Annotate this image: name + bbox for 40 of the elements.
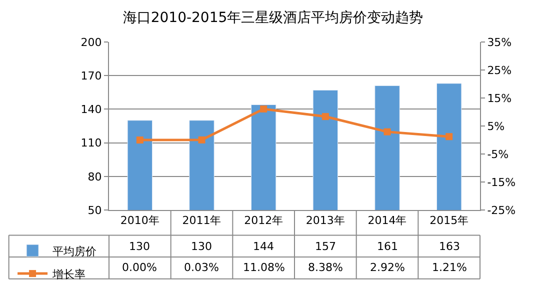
point bbox=[322, 113, 329, 120]
chart-title: 海口2010-2015年三星级酒店平均房价变动趋势 bbox=[122, 10, 424, 26]
data-label: 2.92% bbox=[370, 261, 405, 274]
point bbox=[198, 136, 206, 144]
point bbox=[446, 133, 453, 140]
data-label: 157 bbox=[315, 240, 336, 253]
x-tick-label: 2010年 bbox=[120, 214, 160, 228]
y-tick-label: 80 bbox=[88, 170, 102, 184]
x-tick-label: 2011年 bbox=[182, 214, 222, 228]
legend-label: 平均房价 bbox=[52, 244, 97, 258]
data-label: 161 bbox=[377, 240, 398, 253]
data-label: 1.21% bbox=[432, 261, 467, 274]
point bbox=[136, 136, 144, 144]
x-tick-label: 2012年 bbox=[244, 214, 284, 228]
point bbox=[384, 128, 391, 136]
data-label: 0.00% bbox=[122, 261, 157, 274]
y-tick-label: 50 bbox=[88, 204, 102, 217]
legend-label: 增长率 bbox=[52, 268, 86, 281]
y2-tick-label: 25% bbox=[487, 64, 512, 77]
data-label: 11.08% bbox=[243, 261, 285, 274]
point bbox=[260, 105, 268, 112]
x-tick-label: 2013年 bbox=[306, 214, 345, 228]
x-tick-label: 2015年 bbox=[430, 214, 469, 228]
data-label: 163 bbox=[439, 240, 460, 253]
data-label: 130 bbox=[191, 240, 212, 253]
data-label: 8.38% bbox=[308, 261, 343, 274]
y-tick-label: 170 bbox=[80, 69, 102, 82]
data-label: 130 bbox=[129, 240, 150, 253]
y2-tick-label: -25% bbox=[487, 204, 516, 217]
y2-tick-label: -5% bbox=[487, 148, 509, 161]
x-tick-label: 2014年 bbox=[368, 214, 407, 228]
data-label: 0.03% bbox=[184, 261, 219, 274]
data-label: 144 bbox=[253, 240, 274, 253]
y-tick-label: 200 bbox=[80, 36, 102, 49]
y-tick-label: 140 bbox=[80, 103, 102, 116]
y2-tick-label: 15% bbox=[487, 92, 512, 105]
y2-tick-label: 35% bbox=[487, 36, 512, 49]
y2-tick-label: -15% bbox=[487, 176, 516, 189]
y2-tick-label: 5% bbox=[487, 120, 505, 133]
y-tick-label: 110 bbox=[80, 136, 102, 150]
